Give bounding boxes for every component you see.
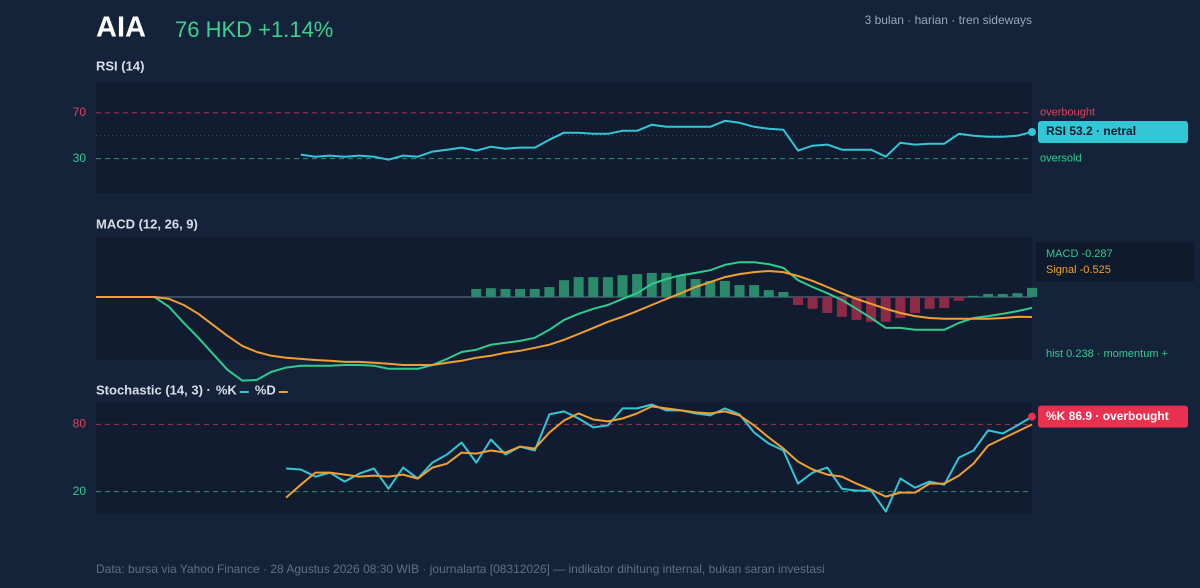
histogram-bar [617, 275, 628, 297]
histogram-bar [866, 296, 877, 322]
series-line [300, 119, 1033, 161]
series-line [96, 261, 1033, 382]
histogram-bar [895, 296, 906, 318]
histogram-bar [953, 296, 964, 301]
hist-label: hist 0.238 · momentum + [1046, 348, 1168, 360]
legend-label: %K [216, 382, 238, 397]
histogram-bar [763, 290, 774, 297]
series-line [285, 405, 1033, 499]
histogram-bar [529, 288, 540, 297]
histogram-bar [573, 277, 584, 297]
histogram-bar [807, 296, 818, 309]
histogram-bar [705, 280, 716, 297]
last-label: RSI 53.2 · netral [1046, 124, 1136, 138]
histogram-bar [939, 296, 950, 309]
ticker: AIA [96, 12, 146, 44]
histogram-bar [1012, 293, 1023, 297]
last-point [1028, 412, 1036, 421]
histogram-bar [997, 293, 1008, 297]
histogram-bar [485, 288, 496, 297]
panel-title: MACD (12, 26, 9) [96, 216, 198, 231]
last-badge [1038, 121, 1188, 144]
last-badge [1038, 405, 1188, 428]
histogram-bar [983, 293, 994, 297]
y-tick-label: 20 [73, 484, 87, 498]
histogram-bar [719, 280, 730, 297]
value-note: Signal -0.525 [1046, 264, 1111, 276]
histogram-bar [588, 277, 599, 297]
panel-title: RSI (14) [96, 58, 144, 73]
value-box [1036, 242, 1194, 282]
series-line [96, 270, 1033, 366]
threshold-note: oversold [1040, 153, 1082, 165]
y-tick-label: 30 [73, 151, 87, 165]
histogram-bar [924, 296, 935, 309]
histogram-bar [910, 296, 920, 314]
meta: 3 bulan · harian · tren sideways [865, 13, 1032, 27]
footer: Data: bursa via Yahoo Finance · 28 Agust… [96, 562, 825, 576]
histogram-bar [749, 285, 760, 297]
histogram-bar [968, 295, 979, 297]
panel-title: Stochastic (14, 3) · [96, 382, 211, 397]
histogram-bar [632, 274, 643, 297]
histogram-bar [734, 285, 745, 297]
value-note: MACD -0.287 [1046, 248, 1113, 260]
legend-label: %D [255, 382, 276, 397]
quote: 76 HKD +1.14% [175, 17, 333, 42]
threshold-note: overbought [1040, 107, 1095, 119]
histogram-bar [544, 287, 555, 297]
histogram-bar [661, 272, 672, 297]
panel [96, 83, 1032, 193]
histogram-bar [822, 296, 833, 314]
histogram-bar [793, 296, 803, 305]
histogram-bar [836, 296, 847, 317]
histogram-bar [515, 288, 526, 297]
histogram-bar [1027, 287, 1037, 297]
histogram-bar [602, 277, 613, 297]
last-label: %K 86.9 · overbought [1046, 409, 1169, 423]
y-tick-label: 80 [73, 417, 87, 431]
y-tick-label: 70 [73, 105, 87, 119]
histogram-bar [500, 288, 511, 297]
histogram-bar [471, 288, 482, 297]
histogram-bar [559, 280, 569, 297]
last-point [1028, 128, 1036, 137]
histogram-bar [778, 292, 789, 297]
histogram-bar [676, 275, 686, 297]
